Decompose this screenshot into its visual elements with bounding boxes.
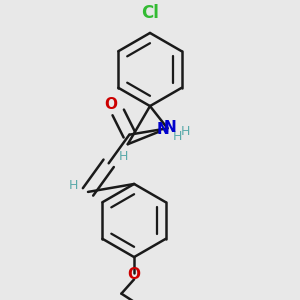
Text: H: H xyxy=(118,150,128,164)
Text: Cl: Cl xyxy=(141,4,159,22)
Text: H: H xyxy=(172,130,182,143)
Text: O: O xyxy=(128,267,141,282)
Text: H: H xyxy=(180,125,190,138)
Text: H: H xyxy=(69,179,78,192)
Text: N: N xyxy=(164,120,176,135)
Text: N: N xyxy=(156,122,169,137)
Text: O: O xyxy=(105,97,118,112)
